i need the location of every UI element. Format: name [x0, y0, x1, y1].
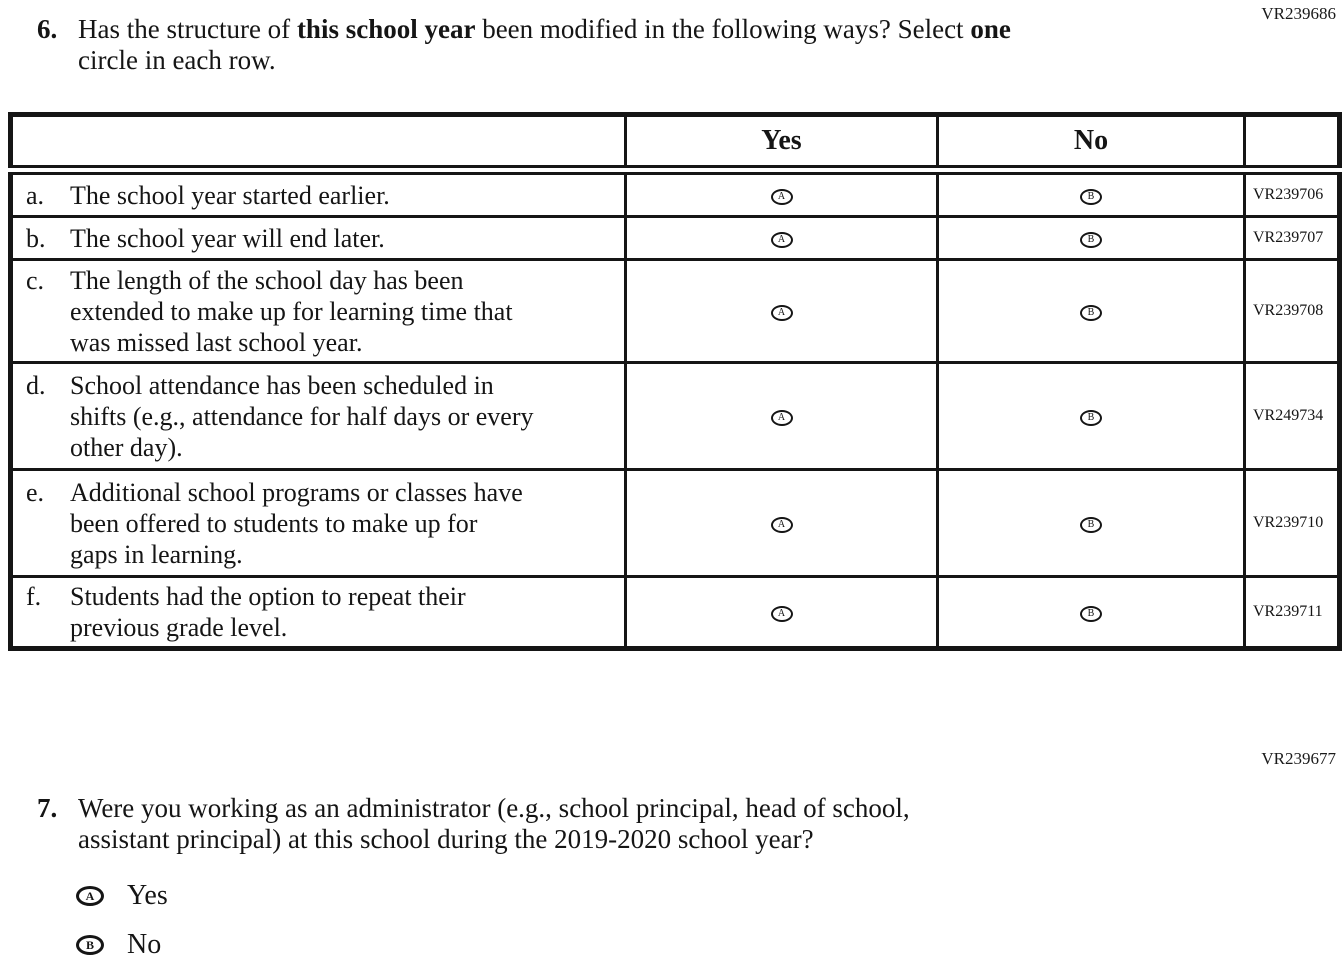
- bubble-letter: B: [1087, 518, 1095, 530]
- question-6-bold-segment: one: [970, 14, 1011, 44]
- question-6: 6. Has the structure of this school year…: [37, 14, 1237, 76]
- question-7-option-yes: A Yes: [76, 882, 168, 910]
- row-statement: The school year started earlier.: [70, 180, 390, 210]
- question-6-response-grid: Yes No a. The school year started earlie…: [8, 112, 1342, 651]
- row-letter: d.: [26, 370, 46, 400]
- option-no-label: No: [127, 929, 162, 960]
- row-form-code: VR239711: [1243, 575, 1341, 650]
- option-yes-bubble[interactable]: A: [76, 886, 104, 906]
- row-letter: b.: [26, 223, 46, 253]
- option-yes-label: Yes: [127, 880, 168, 911]
- grid-code-header: [1243, 113, 1341, 175]
- bubble-letter: A: [777, 518, 786, 530]
- table-row: a. The school year started earlier. A B …: [9, 168, 1341, 218]
- table-row: c. The length of the school day has been…: [9, 258, 1341, 364]
- option-no-bubble[interactable]: B: [76, 935, 104, 955]
- row-form-code: VR239710: [1243, 468, 1341, 578]
- row-letter: f.: [26, 582, 42, 611]
- row-letter: e.: [26, 477, 45, 507]
- bubble-yes[interactable]: A: [770, 605, 793, 622]
- question-6-bold-segment: this school year: [296, 14, 476, 44]
- grid-stub-header: [9, 113, 627, 175]
- bubble-no[interactable]: B: [1080, 409, 1102, 426]
- bubble-no[interactable]: B: [1080, 605, 1102, 622]
- question-7: 7. Were you working as an administrator …: [37, 793, 1197, 855]
- bubble-letter: A: [777, 607, 786, 619]
- row-statement: Additional school programs or classes ha…: [70, 477, 523, 569]
- table-row: e. Additional school programs or classes…: [9, 468, 1341, 578]
- bubble-letter: A: [777, 233, 786, 245]
- row-form-code: VR239706: [1243, 168, 1341, 218]
- question-6-text: Has the structure of this school year be…: [78, 14, 1011, 76]
- row-statement: School attendance has been scheduled in …: [70, 370, 534, 462]
- question-7-option-no: B No: [76, 931, 161, 959]
- bubble-yes[interactable]: A: [770, 304, 793, 321]
- bubble-no[interactable]: B: [1080, 304, 1102, 321]
- bubble-no[interactable]: B: [1080, 516, 1102, 533]
- grid-header-row: Yes No: [9, 113, 1341, 175]
- bubble-letter: B: [1087, 233, 1095, 245]
- row-statement: Students had the option to repeat their …: [70, 582, 466, 642]
- question-6-text-segment: circle in each row.: [78, 45, 276, 75]
- bubble-yes[interactable]: A: [770, 188, 793, 205]
- bubble-letter: A: [777, 190, 786, 202]
- bubble-letter: A: [85, 889, 95, 903]
- row-statement: The length of the school day has been ex…: [70, 265, 513, 357]
- bubble-yes[interactable]: A: [770, 231, 793, 248]
- question-7-number: 7.: [37, 793, 58, 823]
- question-7-form-code: VR239677: [1261, 749, 1336, 768]
- column-header-no: No: [936, 113, 1246, 175]
- bubble-letter: B: [1087, 190, 1095, 202]
- column-header-yes: Yes: [624, 113, 939, 175]
- bubble-no[interactable]: B: [1080, 231, 1102, 248]
- bubble-letter: B: [85, 938, 94, 952]
- row-form-code: VR249734: [1243, 361, 1341, 471]
- row-form-code: VR239707: [1243, 215, 1341, 261]
- bubble-letter: A: [777, 411, 786, 423]
- question-6-form-code: VR239686: [1261, 4, 1336, 23]
- bubble-letter: A: [777, 306, 786, 318]
- bubble-yes[interactable]: A: [770, 409, 793, 426]
- question-6-text-segment: been modified in the following ways? Sel…: [475, 14, 971, 44]
- bubble-letter: B: [1087, 306, 1095, 318]
- table-row: d. School attendance has been scheduled …: [9, 361, 1341, 471]
- row-statement: The school year will end later.: [70, 223, 385, 253]
- bubble-yes[interactable]: A: [770, 516, 793, 533]
- question-6-number: 6.: [37, 14, 58, 44]
- bubble-letter: B: [1087, 607, 1095, 619]
- table-row: b. The school year will end later. A B V…: [9, 215, 1341, 261]
- table-row: f. Students had the option to repeat the…: [9, 575, 1341, 650]
- bubble-no[interactable]: B: [1080, 188, 1102, 205]
- row-letter: a.: [26, 180, 45, 210]
- row-letter: c.: [26, 265, 45, 295]
- question-7-text: Were you working as an administrator (e.…: [78, 793, 910, 854]
- row-form-code: VR239708: [1243, 258, 1341, 364]
- question-6-text-segment: Has the structure of: [78, 14, 297, 44]
- bubble-letter: B: [1087, 411, 1095, 423]
